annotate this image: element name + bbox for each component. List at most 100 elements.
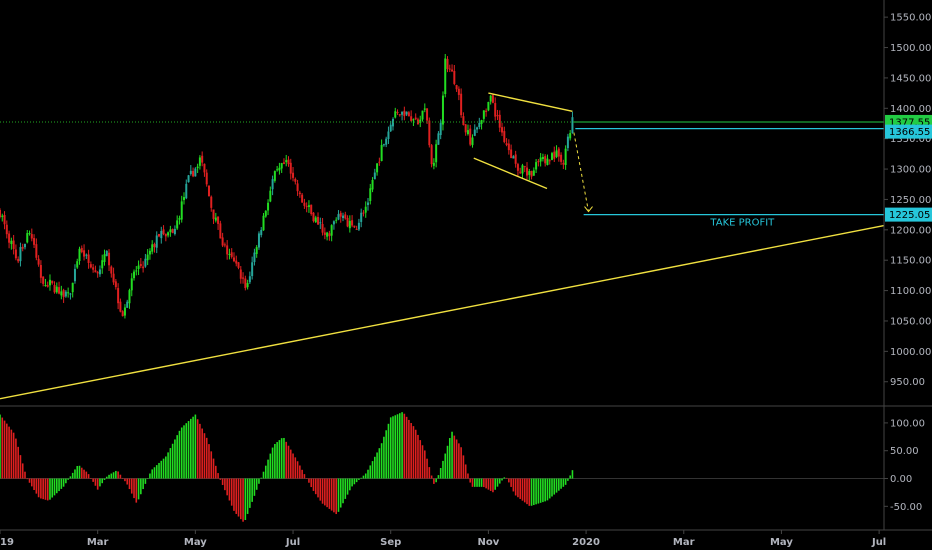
candle bbox=[523, 165, 526, 173]
osc-bar bbox=[37, 478, 40, 498]
candle bbox=[189, 165, 192, 176]
candle-body bbox=[389, 124, 392, 132]
osc-bar bbox=[169, 448, 172, 479]
candle bbox=[373, 168, 376, 180]
candle-body bbox=[139, 263, 142, 267]
osc-bar bbox=[555, 478, 558, 493]
candle-body bbox=[514, 154, 517, 164]
candle-body bbox=[378, 161, 381, 163]
candle bbox=[67, 287, 70, 298]
candle-body bbox=[51, 280, 54, 284]
candle bbox=[273, 170, 276, 183]
osc-bar bbox=[442, 460, 444, 479]
candle-body bbox=[298, 192, 301, 195]
candle-body bbox=[414, 117, 417, 120]
candle-body bbox=[155, 235, 158, 248]
candle bbox=[548, 159, 551, 165]
candle bbox=[133, 269, 136, 281]
osc-bar bbox=[383, 436, 385, 479]
osc-bar bbox=[362, 475, 365, 479]
candle-body bbox=[17, 259, 20, 262]
candle bbox=[503, 126, 506, 144]
osc-bar bbox=[483, 478, 485, 488]
candle bbox=[0, 208, 1, 219]
candle bbox=[21, 243, 24, 252]
osc-bar bbox=[369, 465, 372, 479]
osc-bar bbox=[528, 478, 531, 506]
candle-body bbox=[3, 215, 6, 225]
candle-body bbox=[232, 257, 235, 262]
candle bbox=[137, 260, 140, 276]
osc-bar bbox=[394, 415, 397, 479]
candle bbox=[301, 192, 304, 203]
candle-body bbox=[382, 144, 385, 146]
candle bbox=[232, 252, 235, 263]
osc-bar bbox=[178, 430, 181, 479]
osc-bar bbox=[233, 478, 235, 511]
osc-bar bbox=[551, 478, 553, 497]
candle-body bbox=[448, 68, 451, 70]
candle-body bbox=[460, 93, 463, 116]
candle bbox=[496, 109, 499, 120]
osc-bar bbox=[40, 478, 42, 499]
x-tick-label: Jul bbox=[285, 537, 300, 548]
y-tick-label: 1000.00 bbox=[890, 347, 931, 358]
candle bbox=[566, 133, 569, 152]
candle-body bbox=[144, 258, 147, 267]
osc-bar bbox=[458, 443, 460, 479]
candle-body bbox=[162, 229, 165, 235]
osc-bar bbox=[160, 460, 163, 479]
candle-body bbox=[112, 273, 115, 283]
candle-body bbox=[203, 163, 206, 173]
osc-bar bbox=[242, 478, 244, 522]
candle bbox=[230, 248, 233, 259]
candle-body bbox=[451, 69, 454, 72]
current-price-tag: 1377.55 bbox=[889, 117, 930, 128]
candle-body bbox=[119, 301, 122, 312]
candle bbox=[521, 163, 524, 179]
osc-bar bbox=[542, 478, 544, 503]
candle-body bbox=[135, 270, 138, 272]
osc-bar bbox=[314, 478, 317, 495]
candle-body bbox=[303, 202, 306, 206]
candle bbox=[562, 159, 565, 170]
candle bbox=[455, 84, 458, 92]
candle-body bbox=[221, 237, 224, 246]
osc-bar bbox=[530, 478, 533, 506]
osc-bar bbox=[260, 477, 263, 479]
candle bbox=[571, 111, 574, 134]
candle-body bbox=[498, 114, 501, 128]
candle-body bbox=[403, 110, 406, 117]
candle-body bbox=[248, 276, 251, 283]
candle-body bbox=[566, 136, 569, 149]
candle bbox=[491, 93, 494, 104]
osc-bar bbox=[346, 478, 349, 495]
candle-body bbox=[464, 124, 467, 133]
candle bbox=[546, 154, 549, 166]
candle bbox=[62, 288, 65, 303]
candle bbox=[89, 261, 92, 269]
osc-bar bbox=[480, 478, 483, 487]
candle-body bbox=[201, 155, 204, 163]
osc-bar bbox=[208, 444, 210, 479]
osc-bar bbox=[514, 478, 517, 496]
candle bbox=[119, 298, 122, 313]
osc-bar bbox=[0, 414, 1, 479]
candle bbox=[412, 118, 415, 126]
candle-body bbox=[128, 290, 131, 304]
candle-body bbox=[369, 188, 372, 201]
candle bbox=[462, 112, 465, 126]
osc-bar bbox=[426, 458, 428, 479]
candle bbox=[494, 97, 497, 121]
osc-bar bbox=[62, 478, 65, 487]
wedge-upper-line bbox=[488, 92, 573, 113]
candle bbox=[378, 157, 381, 166]
osc-bar bbox=[255, 478, 258, 490]
osc-bar bbox=[199, 423, 201, 479]
projection-arrowhead bbox=[584, 206, 593, 213]
osc-bar bbox=[76, 465, 79, 479]
candle bbox=[17, 256, 20, 264]
candle bbox=[357, 218, 360, 232]
candle bbox=[237, 262, 240, 270]
candle-body bbox=[289, 162, 292, 174]
